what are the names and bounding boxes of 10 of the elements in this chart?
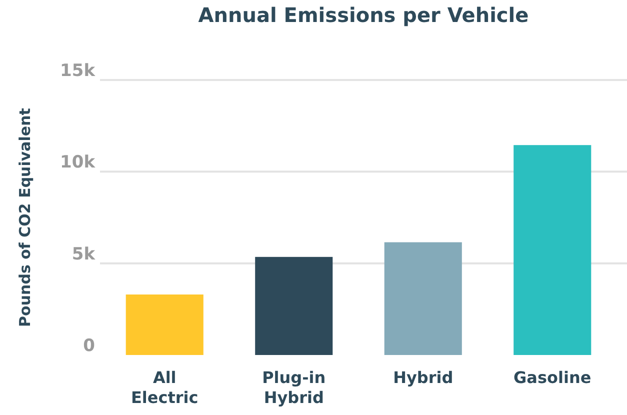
x-tick-label: All Electric: [130, 368, 198, 407]
y-axis-title: Pounds of CO2 Equivalent: [16, 108, 34, 327]
y-tick-label: 0: [83, 336, 96, 356]
y-tick-label: 5k: [72, 244, 96, 264]
x-tick-label: Gasoline: [514, 368, 592, 387]
chart-title: Annual Emissions per Vehicle: [198, 3, 529, 27]
x-tick-label: Hybrid: [393, 368, 454, 387]
x-tick-label: Plug-in Hybrid: [262, 368, 326, 407]
y-tick-label: 10k: [60, 152, 96, 173]
y-tick-label: 15k: [60, 61, 96, 81]
